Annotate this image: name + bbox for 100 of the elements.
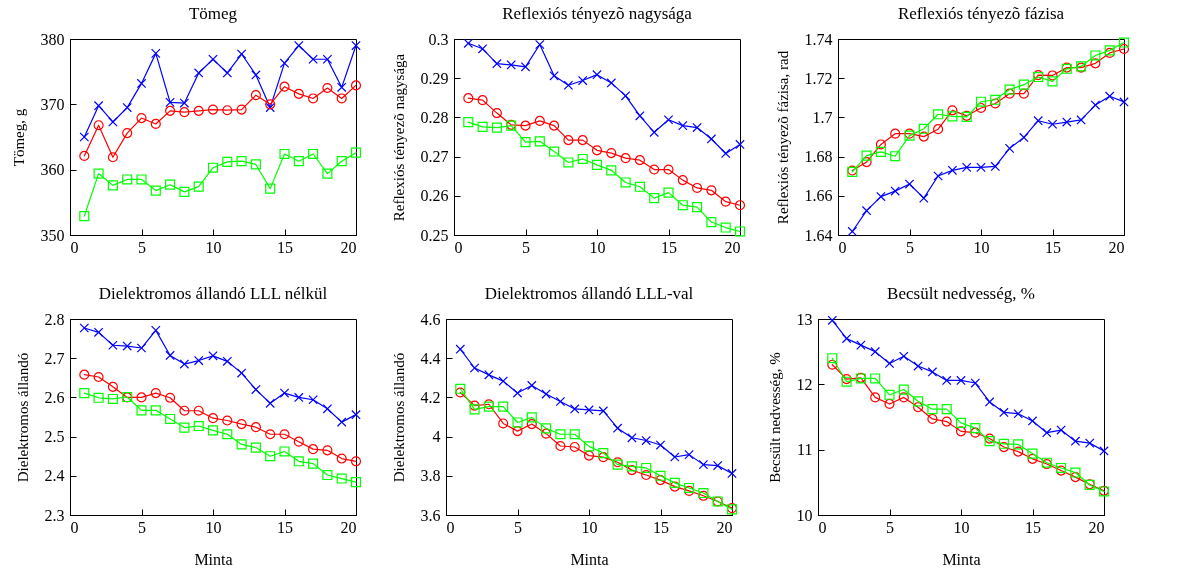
chart-title: Dielektromos állandó LLL-val — [484, 284, 694, 303]
point — [208, 54, 218, 65]
point — [79, 388, 90, 399]
point — [1027, 448, 1038, 459]
point — [861, 205, 872, 216]
point — [927, 404, 938, 415]
point — [136, 392, 147, 403]
point — [677, 200, 688, 211]
y-tick-label: 2.7 — [44, 349, 65, 367]
point — [947, 105, 958, 116]
point — [236, 104, 247, 115]
point — [165, 97, 175, 108]
point — [279, 429, 290, 440]
point — [498, 401, 509, 412]
point — [236, 156, 247, 167]
point — [598, 452, 609, 463]
point — [706, 134, 717, 144]
point — [563, 80, 574, 91]
point — [122, 102, 132, 113]
y-tick-label: 4 — [432, 428, 441, 446]
point — [670, 452, 680, 462]
point — [151, 325, 161, 336]
point — [520, 137, 531, 148]
x-tick-label: 5 — [886, 518, 894, 536]
point — [477, 121, 488, 132]
point — [207, 413, 219, 424]
point — [165, 350, 175, 361]
y-tick-label: 1.64 — [804, 226, 833, 244]
point — [336, 417, 347, 427]
point — [861, 157, 872, 168]
point — [79, 210, 90, 222]
point — [933, 124, 944, 135]
point — [706, 216, 717, 228]
point — [1118, 37, 1130, 48]
point — [955, 426, 967, 437]
point — [841, 333, 852, 344]
point — [222, 356, 233, 367]
point — [1004, 84, 1015, 95]
point — [634, 181, 645, 192]
point — [250, 442, 261, 453]
point — [1047, 70, 1058, 81]
point — [492, 58, 502, 69]
point — [265, 429, 276, 440]
x-tick-label: 0 — [818, 518, 827, 536]
x-tick-label: 5 — [906, 238, 914, 256]
point — [93, 100, 104, 111]
y-tick-label: 0.3 — [428, 30, 449, 48]
point — [655, 470, 666, 481]
point — [1084, 438, 1095, 448]
point — [612, 423, 623, 433]
point — [913, 402, 924, 413]
point — [251, 384, 261, 395]
point — [1027, 453, 1038, 464]
point — [976, 162, 986, 173]
chart-title: Dielektromos állandó LLL nélkül — [98, 284, 328, 303]
point — [684, 449, 694, 460]
x-tick-label: 10 — [581, 518, 598, 536]
y-tick-label: 1.7 — [812, 108, 833, 126]
point — [734, 200, 746, 211]
point — [491, 108, 502, 119]
y-axis-title: Dielektromos állandó — [14, 352, 31, 483]
point — [351, 40, 361, 51]
point — [179, 186, 190, 197]
point — [520, 120, 531, 131]
point — [899, 351, 909, 362]
point — [1076, 115, 1086, 125]
point — [236, 418, 247, 430]
point — [890, 128, 901, 139]
point — [193, 355, 204, 366]
x-tick-label: 20 — [1108, 238, 1125, 256]
point — [692, 202, 703, 213]
point — [941, 375, 952, 386]
point — [620, 91, 631, 101]
point — [463, 38, 474, 49]
x-tick-label: 20 — [1088, 518, 1105, 536]
chart-title: Becsült nedvesség, % — [887, 284, 1035, 303]
point — [635, 111, 645, 121]
point — [933, 171, 943, 181]
point — [222, 68, 233, 78]
point — [641, 469, 652, 481]
point — [1004, 88, 1015, 99]
point — [555, 396, 566, 407]
point — [541, 389, 551, 399]
point — [136, 343, 147, 353]
point — [463, 117, 474, 128]
y-tick-label: 350 — [40, 226, 65, 244]
point — [626, 461, 637, 472]
point — [150, 405, 161, 416]
point — [535, 39, 545, 50]
point — [207, 104, 219, 115]
point — [975, 96, 987, 107]
y-tick-label: 0.26 — [420, 187, 449, 205]
point — [1099, 446, 1109, 456]
point — [336, 93, 347, 104]
point — [151, 48, 161, 59]
point — [179, 359, 190, 369]
point — [1047, 119, 1058, 130]
point — [870, 346, 880, 357]
point — [1042, 427, 1052, 438]
point — [970, 427, 981, 438]
